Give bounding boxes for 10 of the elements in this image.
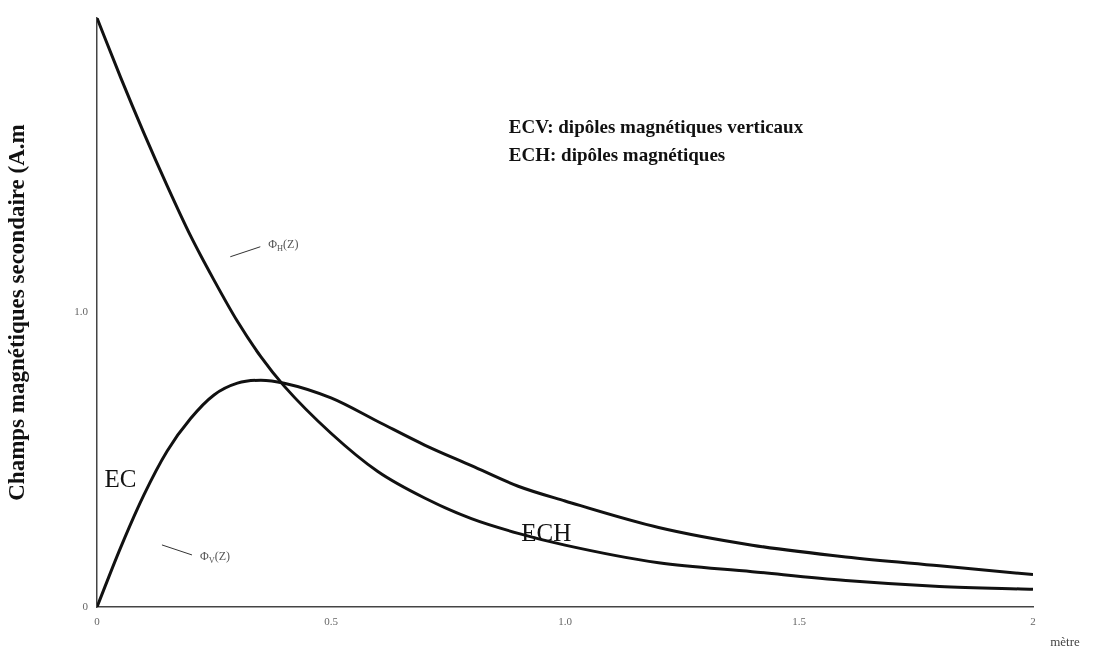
annotation: ECV: dipôles magnétiques verticaux	[508, 115, 804, 137]
annotation: ECH: dipôles magnétiques	[508, 143, 726, 165]
x-axis-title: mètre	[1050, 634, 1081, 650]
x-tick-label: 1.5	[792, 615, 807, 628]
x-tick-label: 1.0	[558, 615, 573, 628]
annotation: EC	[104, 464, 137, 492]
x-tick-label: 2	[1030, 615, 1036, 628]
y-axis-title: Champs magnétiques secondaire (A.m	[3, 124, 29, 501]
x-tick-label: 0	[94, 615, 101, 628]
x-tick-label: 0.5	[324, 615, 339, 628]
